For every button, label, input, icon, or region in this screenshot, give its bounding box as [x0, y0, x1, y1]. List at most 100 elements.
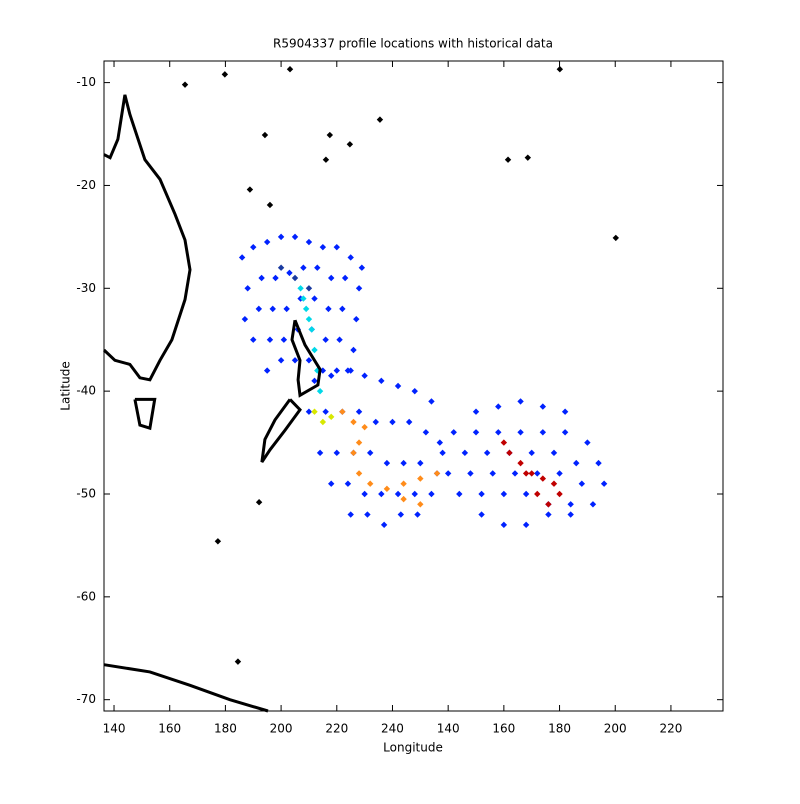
- y-tick-label: -20: [76, 178, 96, 192]
- y-tick-label: -50: [76, 486, 96, 500]
- point: [336, 336, 343, 343]
- x-tick-label: 180: [548, 722, 571, 736]
- point: [472, 429, 480, 436]
- point: [355, 470, 363, 477]
- point: [397, 511, 405, 518]
- point: [258, 274, 265, 282]
- point: [328, 274, 335, 282]
- point: [326, 131, 334, 139]
- point: [478, 490, 485, 498]
- y-tick-label: -40: [76, 384, 96, 398]
- point: [517, 398, 524, 405]
- point: [495, 429, 502, 436]
- point: [511, 470, 519, 477]
- y-tick-label: -70: [76, 692, 96, 706]
- point: [376, 116, 384, 123]
- chart-title: R5904337 profile locations with historic…: [273, 37, 553, 51]
- point: [350, 449, 357, 457]
- point: [255, 499, 263, 506]
- point: [244, 285, 251, 292]
- point: [389, 418, 396, 426]
- point: [378, 377, 385, 385]
- point: [483, 449, 491, 457]
- point: [522, 470, 530, 477]
- point: [305, 315, 313, 323]
- point: [528, 449, 535, 457]
- point: [355, 408, 363, 415]
- point: [311, 346, 318, 354]
- point: [545, 501, 552, 508]
- y-tick-label: -10: [76, 75, 96, 89]
- point: [573, 459, 580, 467]
- point: [355, 285, 363, 292]
- point: [534, 490, 541, 498]
- coastline: [102, 94, 192, 382]
- point: [367, 480, 374, 487]
- x-tick-label: 160: [158, 722, 181, 736]
- point: [556, 470, 563, 477]
- point: [346, 141, 354, 148]
- point: [439, 449, 446, 457]
- point: [261, 131, 269, 139]
- point: [528, 470, 535, 477]
- point: [214, 538, 222, 545]
- coastline: [290, 319, 322, 398]
- point: [277, 264, 285, 271]
- point: [417, 475, 424, 482]
- point: [467, 470, 474, 477]
- point: [181, 81, 189, 88]
- point: [319, 243, 327, 251]
- point: [347, 511, 354, 518]
- point: [286, 66, 294, 73]
- point: [378, 490, 385, 498]
- coastline: [260, 398, 302, 463]
- point: [367, 449, 374, 457]
- point: [504, 156, 512, 163]
- point: [316, 449, 324, 457]
- point: [302, 305, 310, 313]
- point: [380, 521, 388, 529]
- point: [283, 305, 290, 313]
- point: [567, 501, 574, 508]
- point: [353, 315, 360, 323]
- point: [361, 423, 368, 431]
- point: [277, 233, 285, 241]
- x-tick-label: 200: [604, 722, 627, 736]
- point: [428, 490, 435, 498]
- point: [539, 429, 547, 436]
- point: [461, 449, 469, 457]
- point: [584, 439, 591, 446]
- point: [277, 357, 285, 364]
- point: [221, 71, 229, 78]
- x-tick-label: 180: [214, 722, 237, 736]
- point: [266, 201, 274, 209]
- point: [311, 295, 318, 302]
- point: [263, 238, 271, 246]
- point: [344, 480, 352, 487]
- point: [347, 254, 354, 261]
- point: [411, 387, 418, 395]
- point: [383, 485, 391, 493]
- x-axis-label: Longitude: [383, 741, 443, 755]
- point: [478, 511, 485, 518]
- point: [328, 480, 335, 487]
- point: [341, 274, 349, 282]
- point: [456, 490, 463, 498]
- point: [539, 403, 547, 410]
- point: [495, 403, 502, 410]
- point: [234, 658, 242, 665]
- point: [506, 449, 513, 457]
- point: [524, 154, 532, 161]
- point: [300, 264, 307, 271]
- point: [364, 511, 371, 518]
- point: [263, 367, 271, 374]
- point: [314, 264, 321, 271]
- point: [305, 357, 313, 364]
- point: [517, 429, 524, 436]
- coastline: [133, 397, 157, 431]
- point: [291, 233, 299, 241]
- point: [250, 336, 257, 343]
- axes-box: [103, 60, 724, 712]
- point: [612, 234, 619, 242]
